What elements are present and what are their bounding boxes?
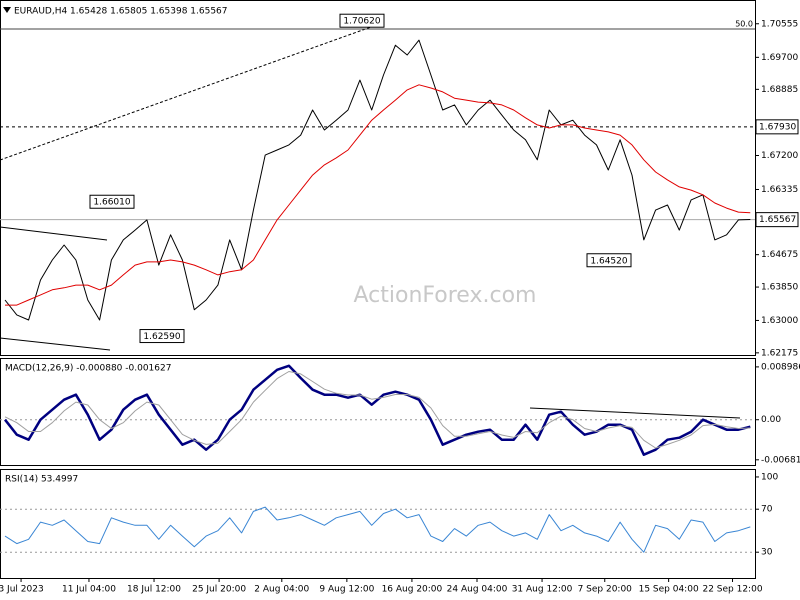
symbol-icon <box>3 7 11 13</box>
channel-line <box>0 337 111 351</box>
y-tick-label: 0.00 <box>761 415 781 425</box>
x-tick-label: 16 Aug 20:00 <box>382 585 443 595</box>
watermark: ActionForex.com <box>354 283 537 308</box>
y-tick-label: 1.62175 <box>761 348 798 358</box>
price-annotation: 1.66010 <box>93 198 130 208</box>
x-tick-label: 18 Jul 12:00 <box>127 585 181 595</box>
y-tick-label: 1.68885 <box>761 85 798 95</box>
price-annotation: 1.62590 <box>143 332 180 342</box>
channel-line <box>0 226 108 241</box>
y-tick-label: 1.66335 <box>761 185 798 195</box>
x-tick-label: 15 Sep 04:00 <box>639 585 699 595</box>
level-label-box <box>755 119 799 135</box>
price-title: EURAUD,H4 1.65428 1.65805 1.65398 1.6556… <box>14 7 228 17</box>
price-annotation: 1.70620 <box>343 17 380 27</box>
y-tick-label: 1.63850 <box>761 283 798 293</box>
x-tick-label: 24 Aug 04:00 <box>447 585 508 595</box>
y-tick-label: 0.008986 <box>761 362 800 372</box>
y-tick-label: -0.006816 <box>761 455 800 465</box>
y-tick-label: 1.63000 <box>761 316 798 326</box>
x-tick-label: 22 Sep 12:00 <box>702 585 762 595</box>
rsi-panel <box>0 469 756 579</box>
price-annotation-box <box>89 194 135 209</box>
price-annotation-box <box>139 329 185 344</box>
macd-title: MACD(12,26,9) -0.000880 -0.001627 <box>5 364 171 374</box>
price-annotation-box <box>586 253 632 268</box>
level-label: 50.0 <box>735 20 753 29</box>
last-price-box <box>755 212 799 228</box>
price-annotation-box <box>339 13 385 28</box>
x-tick-label: 31 Aug 12:00 <box>512 585 573 595</box>
series-line <box>4 506 751 553</box>
rsi-title: RSI(14) 53.4997 <box>5 475 78 485</box>
series-line <box>4 364 751 456</box>
level-label: 1.67930 <box>759 122 796 132</box>
y-tick-label: 70 <box>761 505 773 515</box>
series-line <box>5 84 751 306</box>
x-tick-label: 2 Aug 04:00 <box>254 585 309 595</box>
y-tick-label: 1.69700 <box>761 53 798 63</box>
y-tick-label: 1.64675 <box>761 250 798 260</box>
y-tick-label: 100 <box>761 472 778 482</box>
macd-trend-line <box>529 407 741 419</box>
x-tick-label: 3 Jul 2023 <box>0 585 44 595</box>
x-tick-label: 11 Jul 04:00 <box>62 585 116 595</box>
price-annotation: 1.64520 <box>590 256 627 266</box>
trend-line <box>0 21 386 161</box>
macd-panel <box>0 358 756 466</box>
y-tick-label: 1.70555 <box>761 19 798 29</box>
price-panel <box>0 0 756 356</box>
y-tick-label: 30 <box>761 548 773 558</box>
series-line <box>4 371 751 449</box>
series-line <box>4 39 751 321</box>
x-tick-label: 7 Sep 20:00 <box>578 585 633 595</box>
last-price-label: 1.65567 <box>759 215 796 225</box>
y-tick-label: 1.67200 <box>761 151 798 161</box>
x-tick-label: 9 Aug 12:00 <box>319 585 374 595</box>
x-tick-label: 25 Jul 20:00 <box>192 585 246 595</box>
